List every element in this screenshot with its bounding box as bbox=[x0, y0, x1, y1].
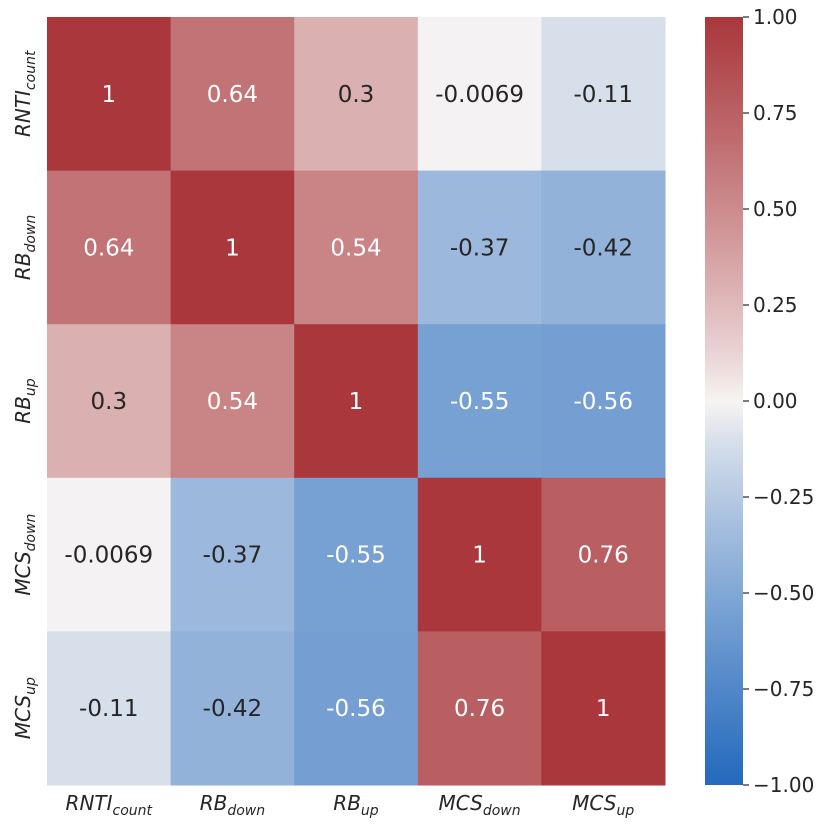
heatmap-cell-r1-c1 bbox=[170, 170, 295, 325]
cell-value-label: 0.76 bbox=[454, 696, 505, 722]
heatmap-cell-r0-c3 bbox=[417, 17, 542, 172]
cell-value-label: 1 bbox=[225, 235, 240, 261]
cell-value-label: -0.55 bbox=[450, 389, 510, 415]
cell-value-label: 1 bbox=[349, 389, 364, 415]
colorbar-tick-label: −0.75 bbox=[753, 677, 814, 701]
heatmap-cell-r3-c1 bbox=[170, 477, 295, 632]
heatmap-cell-r3-c3 bbox=[417, 477, 542, 632]
y-tick-label: RBdown bbox=[11, 215, 39, 280]
heatmap-cell-r2-c1 bbox=[170, 324, 295, 479]
heatmap-cell-r0-c4 bbox=[541, 17, 666, 172]
cell-value-label: 1 bbox=[101, 82, 116, 108]
heatmap-cell-labels: 1 0.64 0.3 -0.0069 -0.11 0.64 1 0.54 -0.37 -0.42 0… bbox=[64, 82, 633, 722]
cell-value-label: 0.76 bbox=[578, 543, 629, 569]
cell-value-label: -0.37 bbox=[203, 543, 263, 569]
heatmap-cell-r3-c2 bbox=[294, 477, 419, 632]
colorbar-tick-label: −0.25 bbox=[753, 485, 814, 509]
cell-value-label: -0.56 bbox=[573, 389, 633, 415]
cell-value-label: -0.0069 bbox=[435, 82, 524, 108]
cell-value-label: 0.64 bbox=[83, 235, 134, 261]
cell-value-label: 1 bbox=[596, 696, 611, 722]
colorbar-ticks: 1.00 0.75 0.50 0.25 0.00 −0.25 −0.50 −0.75 −1.00 bbox=[743, 5, 814, 797]
heatmap-cell-r3-c4 bbox=[541, 477, 666, 632]
heatmap-cell-r1-c4 bbox=[541, 170, 666, 325]
heatmap-cell-r4-c3 bbox=[417, 631, 542, 786]
heatmap-cell-r1-c3 bbox=[417, 170, 542, 325]
x-tick-label: MCSdown bbox=[439, 791, 521, 819]
colorbar-tick-label: 0.00 bbox=[753, 389, 798, 413]
cell-value-label: -0.0069 bbox=[64, 543, 153, 569]
cell-value-label: 0.64 bbox=[207, 82, 258, 108]
colorbar-tick-label: 0.75 bbox=[753, 101, 798, 125]
x-tick-label: RBdown bbox=[200, 791, 265, 819]
x-axis-tick-labels: RNTIcount RBdown RBup MCSdown MCSup bbox=[66, 791, 635, 819]
heatmap-cell-r4-c4 bbox=[541, 631, 666, 786]
heatmap-cell-r4-c2 bbox=[294, 631, 419, 786]
y-tick-label: MCSdown bbox=[11, 514, 39, 596]
cell-value-label: -0.56 bbox=[326, 696, 386, 722]
cell-value-label: -0.11 bbox=[79, 696, 139, 722]
heatmap-cell-r1-c2 bbox=[294, 170, 419, 325]
cell-value-label: 0.3 bbox=[338, 82, 375, 108]
heatmap-cell-r2-c0 bbox=[47, 324, 172, 479]
y-axis-tick-labels: RNTIcount RBdown RBup MCSdown MCSup bbox=[11, 50, 39, 739]
heatmap-cell-r0-c1 bbox=[170, 17, 295, 172]
heatmap-cell-r0-c2 bbox=[294, 17, 419, 172]
x-tick-label: MCSup bbox=[572, 791, 634, 819]
y-tick-label: MCSup bbox=[11, 677, 39, 739]
heatmap-cell-r1-c0 bbox=[47, 170, 172, 325]
x-tick-label: RBup bbox=[333, 791, 378, 819]
heatmap-cell-r2-c2 bbox=[294, 324, 419, 479]
cell-value-label: -0.55 bbox=[326, 543, 386, 569]
colorbar bbox=[705, 17, 743, 785]
heatmap-cell-r4-c0 bbox=[47, 631, 172, 786]
cell-value-label: 0.3 bbox=[91, 389, 128, 415]
heatmap-cell-r2-c3 bbox=[417, 324, 542, 479]
cell-value-label: 0.54 bbox=[330, 235, 381, 261]
colorbar-tick-label: 0.25 bbox=[753, 293, 798, 317]
colorbar-tick-label: 0.50 bbox=[753, 197, 798, 221]
heatmap-cell-r3-c0 bbox=[47, 477, 172, 632]
heatmap-cell-r2-c4 bbox=[541, 324, 666, 479]
heatmap-cell-r0-c0 bbox=[47, 17, 172, 172]
heatmap-cells bbox=[47, 17, 666, 786]
cell-value-label: -0.42 bbox=[573, 235, 633, 261]
colorbar-tick-label: −1.00 bbox=[753, 773, 814, 797]
cell-value-label: -0.11 bbox=[573, 82, 633, 108]
cell-value-label: 1 bbox=[472, 543, 487, 569]
cell-value-label: -0.37 bbox=[450, 235, 510, 261]
heatmap-cell-r4-c1 bbox=[170, 631, 295, 786]
y-tick-label: RBup bbox=[11, 378, 39, 423]
y-tick-label: RNTIcount bbox=[11, 50, 39, 137]
colorbar-tick-label: −0.50 bbox=[753, 581, 814, 605]
x-tick-label: RNTIcount bbox=[66, 791, 153, 819]
cell-value-label: -0.42 bbox=[203, 696, 263, 722]
cell-value-label: 0.54 bbox=[207, 389, 258, 415]
colorbar-tick-label: 1.00 bbox=[753, 5, 798, 29]
